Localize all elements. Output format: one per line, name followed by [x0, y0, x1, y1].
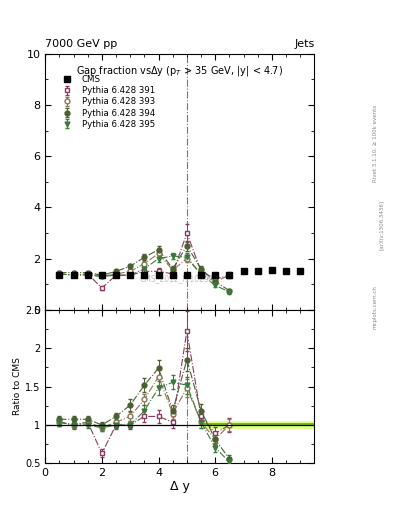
Bar — [201, 423, 314, 426]
Text: Rivet 3.1.10, ≥ 100k events: Rivet 3.1.10, ≥ 100k events — [373, 105, 378, 182]
Text: Gap fraction vsΔy (p$_T$ > 35 GeV, |y| < 4.7): Gap fraction vsΔy (p$_T$ > 35 GeV, |y| <… — [76, 64, 283, 78]
Text: CMS_2012_I1102908: CMS_2012_I1102908 — [140, 274, 219, 284]
Text: mcplots.cern.ch: mcplots.cern.ch — [373, 285, 378, 329]
Legend: CMS, Pythia 6.428 391, Pythia 6.428 393, Pythia 6.428 394, Pythia 6.428 395: CMS, Pythia 6.428 391, Pythia 6.428 393,… — [55, 73, 156, 131]
Text: 7000 GeV pp: 7000 GeV pp — [45, 38, 118, 49]
X-axis label: Δ y: Δ y — [170, 480, 190, 493]
Y-axis label: Ratio to CMS: Ratio to CMS — [13, 357, 22, 416]
Text: Jets: Jets — [294, 38, 314, 49]
Bar — [201, 421, 314, 429]
Text: [arXiv:1306.3436]: [arXiv:1306.3436] — [379, 200, 384, 250]
